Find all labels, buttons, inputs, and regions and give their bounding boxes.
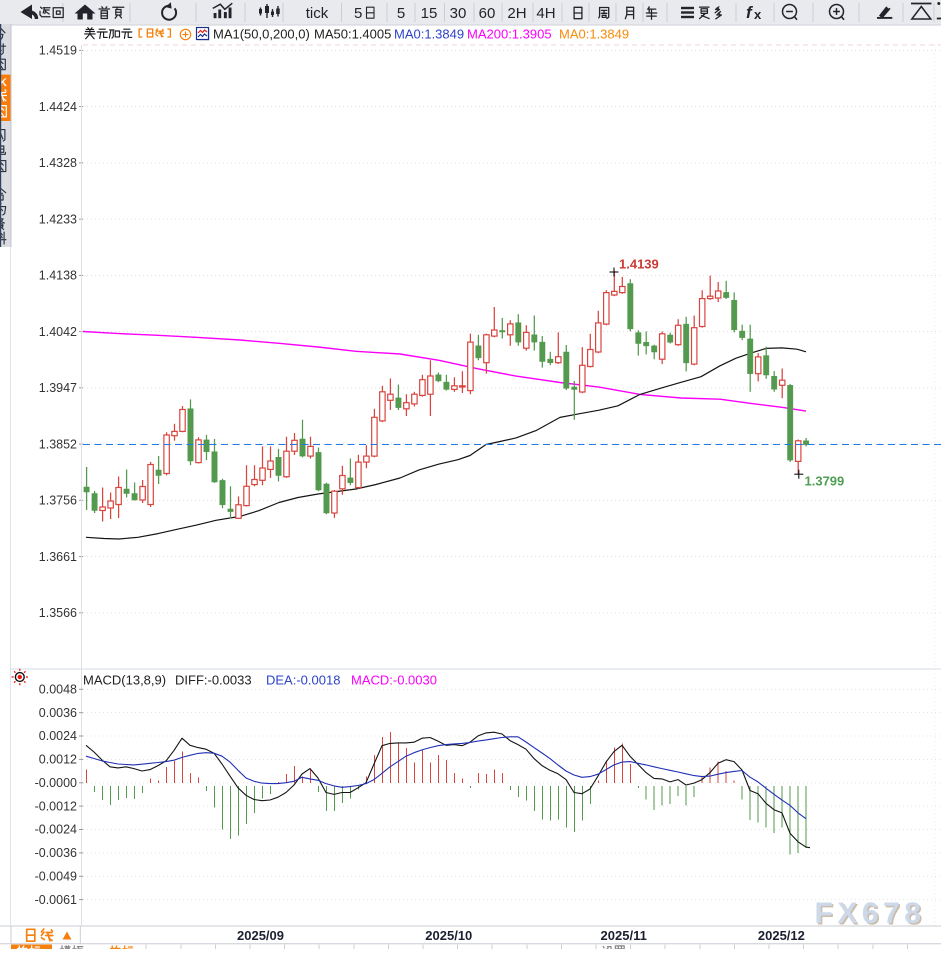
svg-text:x: x xyxy=(754,7,762,22)
svg-text:DEA:-0.0018: DEA:-0.0018 xyxy=(266,673,340,688)
svg-text:2H: 2H xyxy=(507,5,526,22)
svg-text:-0.0000: -0.0000 xyxy=(35,776,77,790)
svg-text:0.0024: 0.0024 xyxy=(39,729,77,743)
svg-text:1.3566: 1.3566 xyxy=(39,606,77,620)
svg-text:MA200:1.3905: MA200:1.3905 xyxy=(467,27,552,42)
svg-text:2025/12: 2025/12 xyxy=(758,928,805,943)
svg-text:0.0048: 0.0048 xyxy=(39,683,77,697)
svg-text:5: 5 xyxy=(354,5,362,22)
svg-text:1.4042: 1.4042 xyxy=(39,325,77,339)
svg-text:-0.0024: -0.0024 xyxy=(35,823,77,837)
svg-text:MA1(50,0,200,0): MA1(50,0,200,0) xyxy=(213,27,310,42)
svg-text:K: K xyxy=(0,77,7,89)
svg-text:60: 60 xyxy=(479,5,496,22)
svg-text:MACD(13,8,9): MACD(13,8,9) xyxy=(83,673,166,688)
svg-text:1.4328: 1.4328 xyxy=(39,156,77,170)
svg-text:tick: tick xyxy=(306,5,329,22)
svg-text:1.4519: 1.4519 xyxy=(39,44,77,58)
svg-text:4H: 4H xyxy=(536,5,555,22)
svg-text:-0.0036: -0.0036 xyxy=(35,846,77,860)
svg-text:2025/09: 2025/09 xyxy=(237,928,284,943)
svg-text:1.4233: 1.4233 xyxy=(39,212,77,226)
svg-text:1.3661: 1.3661 xyxy=(39,550,77,564)
svg-text:MA0:1.3849: MA0:1.3849 xyxy=(394,27,464,42)
svg-text:MACD:-0.0030: MACD:-0.0030 xyxy=(351,673,437,688)
svg-text:-0.0049: -0.0049 xyxy=(35,870,77,884)
svg-text:2025/10: 2025/10 xyxy=(425,928,472,943)
svg-text:15: 15 xyxy=(421,5,438,22)
svg-text:FX678: FX678 xyxy=(815,897,926,930)
svg-text:1.3852: 1.3852 xyxy=(39,437,77,451)
svg-text:1.3799: 1.3799 xyxy=(805,474,845,489)
svg-text:2025/11: 2025/11 xyxy=(601,928,647,943)
svg-text:1.4138: 1.4138 xyxy=(39,269,77,283)
svg-text:DIFF:-0.0033: DIFF:-0.0033 xyxy=(175,673,252,688)
svg-text:0.0036: 0.0036 xyxy=(39,706,77,720)
svg-text:1.3947: 1.3947 xyxy=(39,381,77,395)
svg-text:f: f xyxy=(746,3,754,22)
svg-text:1.4424: 1.4424 xyxy=(39,100,77,114)
svg-text:5: 5 xyxy=(397,5,405,22)
svg-text:-0.0061: -0.0061 xyxy=(35,893,77,907)
svg-text:MA0:1.3849: MA0:1.3849 xyxy=(559,27,629,42)
svg-text:MA50:1.4005: MA50:1.4005 xyxy=(314,27,391,42)
svg-text:30: 30 xyxy=(450,5,467,22)
svg-text:-0.0012: -0.0012 xyxy=(35,799,77,813)
svg-text:0.0012: 0.0012 xyxy=(39,753,77,767)
svg-text:1.3756: 1.3756 xyxy=(39,494,77,508)
svg-text:1.4139: 1.4139 xyxy=(619,257,659,272)
